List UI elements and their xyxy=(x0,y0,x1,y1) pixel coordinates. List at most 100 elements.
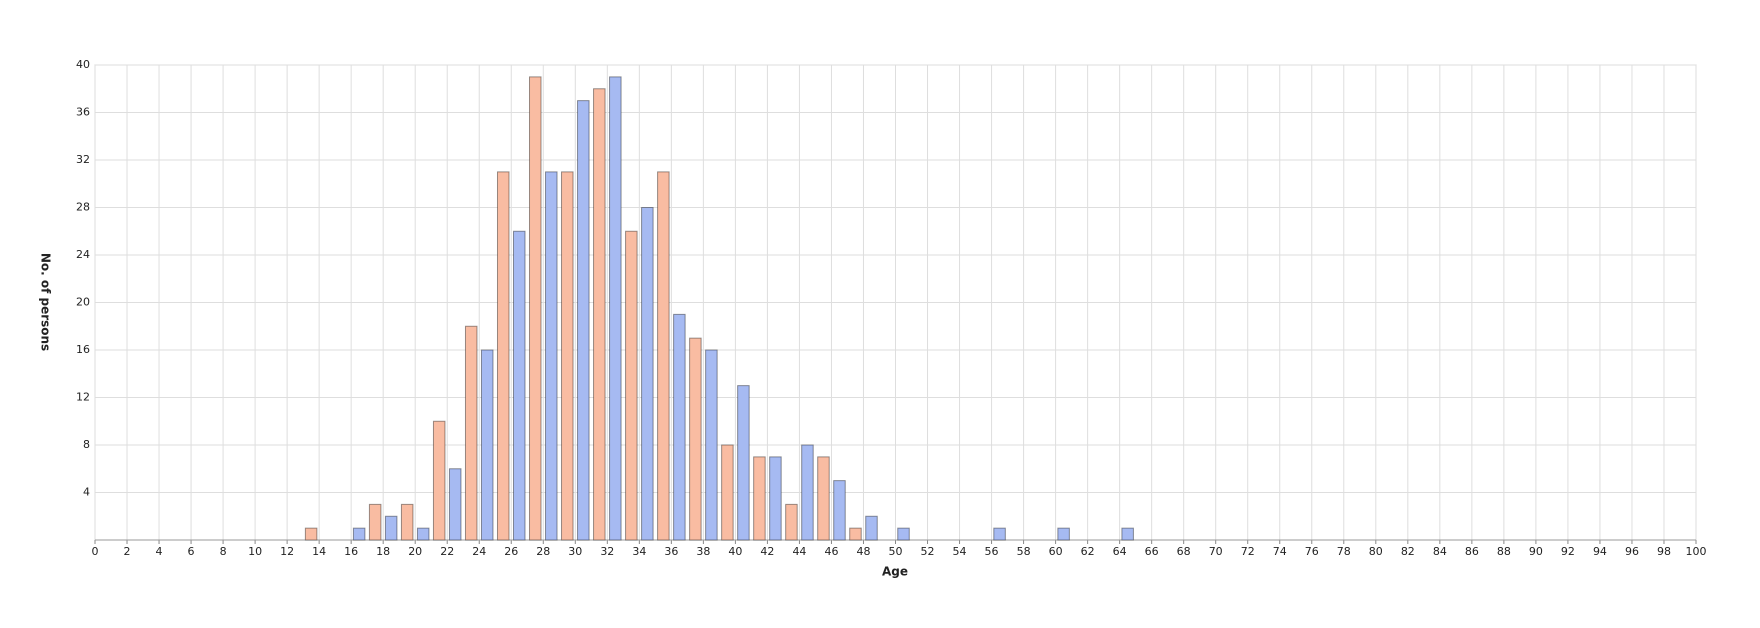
x-tick-label: 54 xyxy=(953,545,967,558)
bar xyxy=(513,230,526,541)
y-tick-label: 24 xyxy=(76,248,90,261)
x-tick-label: 68 xyxy=(1177,545,1191,558)
x-tick-label: 66 xyxy=(1145,545,1159,558)
x-tick-label: 74 xyxy=(1273,545,1287,558)
x-tick-label: 4 xyxy=(156,545,163,558)
y-tick-label: 40 xyxy=(76,58,90,71)
bar xyxy=(897,527,910,541)
bar xyxy=(368,503,382,541)
x-tick-label: 48 xyxy=(856,545,870,558)
x-tick-label: 28 xyxy=(536,545,550,558)
bar xyxy=(705,349,718,541)
bar xyxy=(817,456,830,541)
x-tick-label: 18 xyxy=(376,545,390,558)
x-tick-label: 52 xyxy=(921,545,935,558)
x-tick-label: 98 xyxy=(1657,545,1671,558)
bar xyxy=(833,480,846,541)
x-tick-label: 30 xyxy=(568,545,582,558)
bar xyxy=(657,171,670,541)
x-tick-label: 90 xyxy=(1529,545,1543,558)
bar xyxy=(545,171,558,541)
x-tick-label: 46 xyxy=(824,545,838,558)
bar xyxy=(865,515,878,541)
y-tick-label: 8 xyxy=(83,438,90,451)
x-tick-label: 24 xyxy=(472,545,486,558)
x-tick-label: 26 xyxy=(504,545,518,558)
x-tick-label: 94 xyxy=(1593,545,1607,558)
bar xyxy=(673,313,686,541)
y-tick-label: 16 xyxy=(76,343,90,356)
bar xyxy=(609,76,622,541)
bar xyxy=(304,527,318,541)
x-tick-label: 2 xyxy=(124,545,131,558)
x-tick-label: 6 xyxy=(188,545,195,558)
bar xyxy=(785,503,798,541)
x-tick-label: 78 xyxy=(1337,545,1351,558)
y-tick-label: 28 xyxy=(76,201,90,214)
bar xyxy=(480,349,494,541)
bar xyxy=(849,527,862,541)
x-tick-label: 32 xyxy=(600,545,614,558)
bar xyxy=(400,503,414,541)
bar xyxy=(801,444,814,541)
x-tick-label: 64 xyxy=(1113,545,1127,558)
x-tick-label: 56 xyxy=(985,545,999,558)
x-tick-label: 42 xyxy=(760,545,774,558)
bar xyxy=(993,527,1006,541)
x-tick-label: 36 xyxy=(664,545,678,558)
x-tick-label: 14 xyxy=(312,545,326,558)
bar xyxy=(529,76,542,541)
bar xyxy=(1121,527,1134,541)
x-tick-label: 50 xyxy=(889,545,903,558)
y-tick-label: 12 xyxy=(76,391,90,404)
x-tick-label: 82 xyxy=(1401,545,1415,558)
x-tick-label: 100 xyxy=(1686,545,1707,558)
x-tick-label: 86 xyxy=(1465,545,1479,558)
x-tick-label: 8 xyxy=(220,545,227,558)
bar xyxy=(416,527,430,541)
x-tick-label: 20 xyxy=(408,545,422,558)
bar xyxy=(561,171,574,541)
x-tick-label: 34 xyxy=(632,545,646,558)
bar xyxy=(496,171,510,541)
x-tick-label: 44 xyxy=(792,545,806,558)
bar xyxy=(641,207,654,541)
x-tick-label: 60 xyxy=(1049,545,1063,558)
x-tick-label: 76 xyxy=(1305,545,1319,558)
bar xyxy=(432,420,446,541)
x-tick-label: 58 xyxy=(1017,545,1031,558)
x-tick-label: 12 xyxy=(280,545,294,558)
x-tick-label: 16 xyxy=(344,545,358,558)
x-tick-label: 84 xyxy=(1433,545,1447,558)
y-axis-title: No. of persons xyxy=(39,253,53,351)
x-tick-label: 40 xyxy=(728,545,742,558)
x-tick-label: 96 xyxy=(1625,545,1639,558)
bar xyxy=(384,515,398,541)
bar xyxy=(448,468,462,541)
x-tick-label: 92 xyxy=(1561,545,1575,558)
x-axis-title: Age xyxy=(882,565,908,579)
x-tick-label: 10 xyxy=(248,545,262,558)
bar xyxy=(737,385,750,541)
bar xyxy=(1057,527,1070,541)
x-tick-label: 22 xyxy=(440,545,454,558)
x-tick-label: 72 xyxy=(1241,545,1255,558)
y-tick-label: 36 xyxy=(76,106,90,119)
bar xyxy=(577,100,590,541)
x-tick-label: 62 xyxy=(1081,545,1095,558)
bar xyxy=(593,88,606,541)
x-tick-label: 38 xyxy=(696,545,710,558)
x-tick-label: 0 xyxy=(92,545,99,558)
bar xyxy=(721,444,734,541)
bar xyxy=(689,337,702,541)
bar xyxy=(352,527,366,541)
bar xyxy=(753,456,766,541)
x-tick-label: 70 xyxy=(1209,545,1223,558)
y-tick-label: 20 xyxy=(76,296,90,309)
bar xyxy=(464,325,478,541)
y-tick-label: 32 xyxy=(76,153,90,166)
bar xyxy=(769,456,782,541)
y-tick-label: 4 xyxy=(83,486,90,499)
x-tick-label: 88 xyxy=(1497,545,1511,558)
